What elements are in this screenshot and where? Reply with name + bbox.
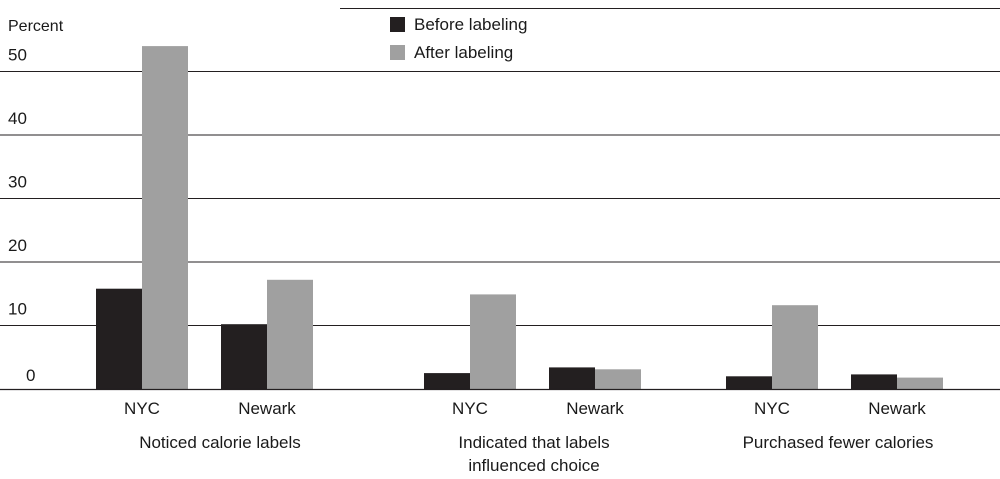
category-labels: NYC Newark NYC Newark NYC Newark <box>124 399 926 418</box>
y-tick-label: 20 <box>8 236 27 255</box>
category-label: Newark <box>868 399 926 418</box>
y-tick-label: 10 <box>8 300 27 319</box>
bar-after-4 <box>772 305 818 389</box>
y-tick-label: 40 <box>8 109 27 128</box>
bar-before-0 <box>96 288 142 389</box>
bar-before-3 <box>549 367 595 389</box>
legend-swatch-0 <box>390 17 405 32</box>
group-labels: Noticed calorie labels Indicated that lab… <box>139 433 933 475</box>
group-label: Indicated that labels <box>458 433 609 452</box>
group-label: Noticed calorie labels <box>139 433 301 452</box>
bar-before-4 <box>726 376 772 389</box>
group-label: Purchased fewer calories <box>743 433 934 452</box>
legend-swatch-1 <box>390 45 405 60</box>
legend-entry: Before labeling <box>414 15 527 34</box>
bar-before-2 <box>424 373 470 389</box>
category-label: NYC <box>124 399 160 418</box>
bar-before-1 <box>221 324 267 389</box>
legend-entry: After labeling <box>414 43 513 62</box>
y-axis-label: Percent <box>8 18 64 35</box>
bar-after-0 <box>142 46 188 389</box>
bar-after-1 <box>267 279 313 389</box>
y-tick-label: 0 <box>26 366 35 385</box>
y-tick-label: 50 <box>8 46 27 65</box>
bars <box>96 46 943 389</box>
category-label: Newark <box>238 399 296 418</box>
category-label: Newark <box>566 399 624 418</box>
y-tick-label: 30 <box>8 173 27 192</box>
group-label: influenced choice <box>468 456 599 475</box>
bar-after-5 <box>897 377 943 389</box>
bar-after-2 <box>470 294 516 389</box>
bar-after-3 <box>595 369 641 389</box>
axes: 0 10 20 30 40 50 <box>0 46 1000 391</box>
bar-before-5 <box>851 374 897 389</box>
legend: Before labeling After labeling <box>390 15 527 62</box>
category-label: NYC <box>754 399 790 418</box>
category-label: NYC <box>452 399 488 418</box>
